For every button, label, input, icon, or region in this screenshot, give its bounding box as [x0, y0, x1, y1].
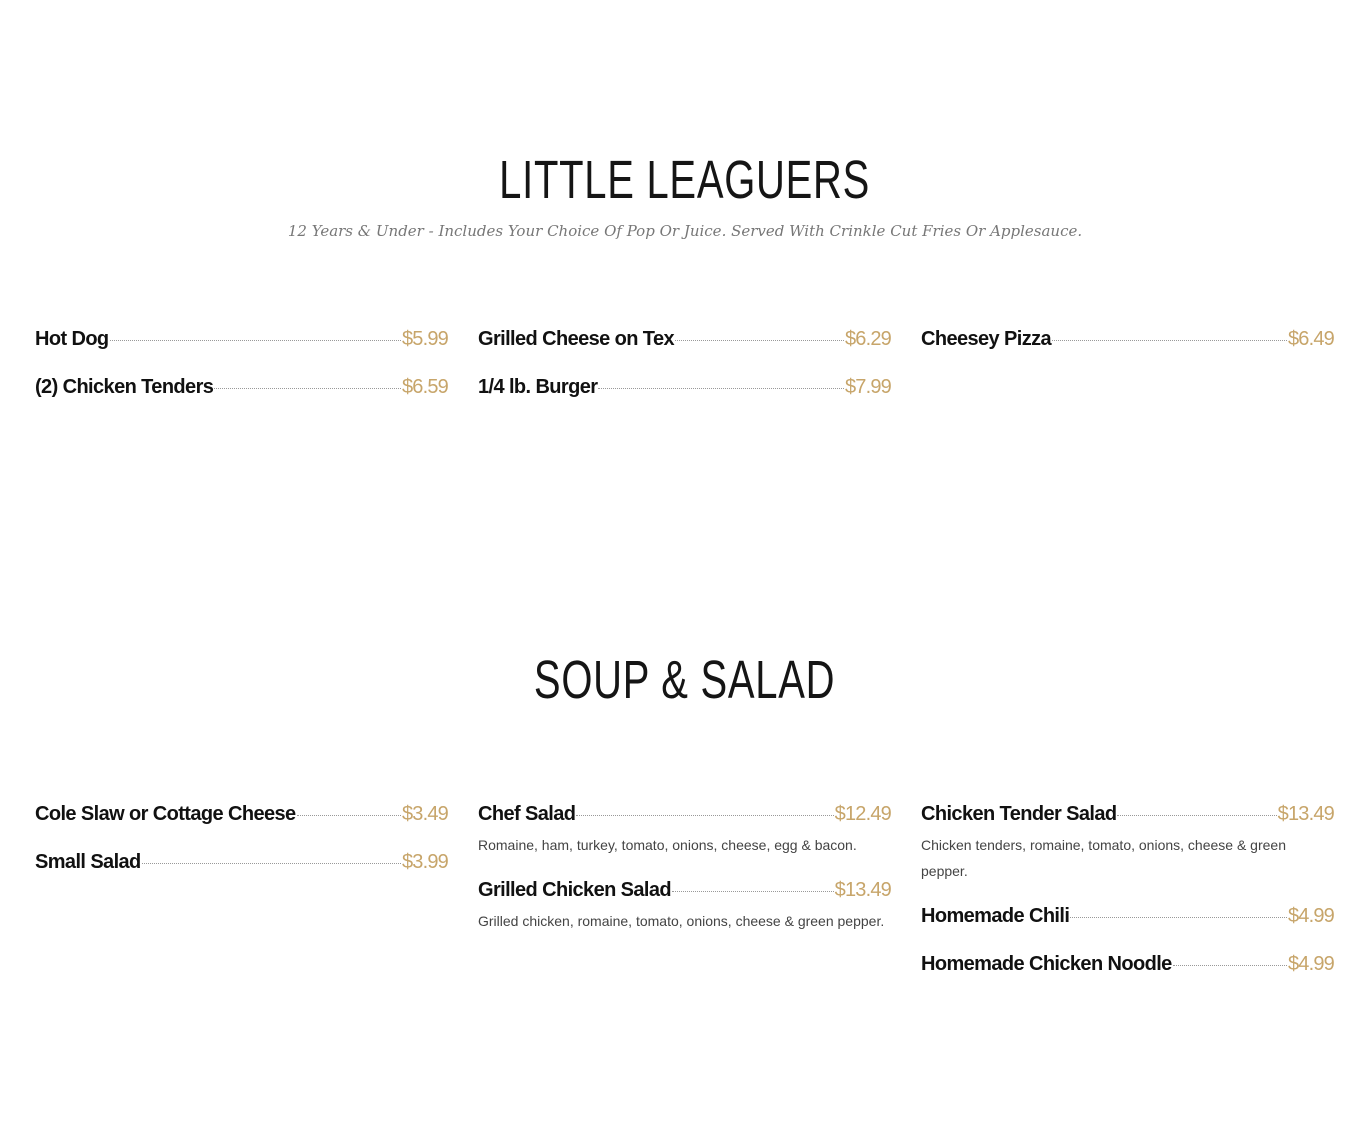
- menu-item: (2) Chicken Tenders $6.59: [35, 376, 449, 403]
- menu-item: 1/4 lb. Burger $7.99: [478, 376, 892, 403]
- menu-item: Grilled Chicken Salad $13.49 Grilled chick…: [478, 879, 892, 934]
- menu-item: Small Salad $3.99: [35, 851, 449, 878]
- menu-item-row: Chef Salad $12.49: [478, 803, 892, 830]
- dotted-leader: [1117, 815, 1277, 816]
- item-price: $13.49: [834, 879, 892, 901]
- dotted-leader: [1070, 917, 1287, 918]
- menu-column: Cheesey Pizza $6.49: [921, 328, 1335, 424]
- menu-item-row: Cheesey Pizza $6.49: [921, 328, 1335, 355]
- menu-item-row: Hot Dog $5.99: [35, 328, 449, 355]
- dotted-leader: [674, 340, 844, 341]
- item-price: $4.99: [1287, 905, 1335, 927]
- item-price: $4.99: [1287, 953, 1335, 975]
- item-price: $3.49: [401, 803, 449, 825]
- dotted-leader: [598, 388, 844, 389]
- menu-items-little-leaguers: Hot Dog $5.99 (2) Chicken Tenders $6.59 Gril…: [35, 328, 1335, 424]
- item-price: $12.49: [834, 803, 892, 825]
- item-price: $3.99: [401, 851, 449, 873]
- menu-column: Chef Salad $12.49 Romaine, ham, turkey, to…: [478, 803, 892, 1001]
- menu-item: Cheesey Pizza $6.49: [921, 328, 1335, 355]
- menu-item-row: Cole Slaw or Cottage Cheese $3.49: [35, 803, 449, 830]
- item-name: Hot Dog: [35, 328, 109, 350]
- dotted-leader: [141, 863, 401, 864]
- item-description: Romaine, ham, turkey, tomato, onions, ch…: [478, 837, 857, 853]
- menu-item-row: Chicken Tender Salad $13.49: [921, 803, 1335, 830]
- menu-column: Cole Slaw or Cottage Cheese $3.49 Small Sa…: [35, 803, 449, 1001]
- menu-item-row: Homemade Chicken Noodle $4.99: [921, 953, 1335, 980]
- item-name: Chef Salad: [478, 803, 576, 825]
- menu-item: Chicken Tender Salad $13.49 Chicken tender…: [921, 803, 1335, 884]
- item-price: $6.49: [1287, 328, 1335, 350]
- menu-column: Chicken Tender Salad $13.49 Chicken tender…: [921, 803, 1335, 1001]
- menu-item: Cole Slaw or Cottage Cheese $3.49: [35, 803, 449, 830]
- item-price: $5.99: [401, 328, 449, 350]
- item-price: $6.59: [401, 376, 449, 398]
- menu-item: Chef Salad $12.49 Romaine, ham, turkey, to…: [478, 803, 892, 858]
- menu-item: Homemade Chili $4.99: [921, 905, 1335, 932]
- section-soup-salad: SOUP & SALAD: [0, 650, 1370, 710]
- item-name: 1/4 lb. Burger: [478, 376, 598, 398]
- dotted-leader: [109, 340, 401, 341]
- item-name: Grilled Chicken Salad: [478, 879, 672, 901]
- menu-items-soup-salad: Cole Slaw or Cottage Cheese $3.49 Small Sa…: [35, 803, 1335, 1001]
- menu-item-row: Homemade Chili $4.99: [921, 905, 1335, 932]
- item-price: $6.29: [844, 328, 892, 350]
- item-name: Cheesey Pizza: [921, 328, 1052, 350]
- item-description: Grilled chicken, romaine, tomato, onions…: [478, 913, 885, 929]
- item-name: Chicken Tender Salad: [921, 803, 1117, 825]
- menu-item: Grilled Cheese on Tex $6.29: [478, 328, 892, 355]
- menu-column: Hot Dog $5.99 (2) Chicken Tenders $6.59: [35, 328, 449, 424]
- section-title: LITTLE LEAGUERS: [499, 150, 871, 210]
- item-name: Grilled Cheese on Tex: [478, 328, 675, 350]
- menu-item-row: (2) Chicken Tenders $6.59: [35, 376, 449, 403]
- menu-item: Homemade Chicken Noodle $4.99: [921, 953, 1335, 980]
- item-price: $13.49: [1277, 803, 1335, 825]
- dotted-leader: [1172, 965, 1287, 966]
- item-price: $7.99: [844, 376, 892, 398]
- item-name: Cole Slaw or Cottage Cheese: [35, 803, 296, 825]
- dotted-leader: [576, 815, 834, 816]
- dotted-leader: [1052, 340, 1287, 341]
- item-name: Homemade Chicken Noodle: [921, 953, 1172, 975]
- menu-item-row: Grilled Cheese on Tex $6.29: [478, 328, 892, 355]
- section-subtitle: 12 Years & Under - Includes Your Choice …: [287, 222, 1083, 240]
- menu-item-row: Small Salad $3.99: [35, 851, 449, 878]
- menu-item: Hot Dog $5.99: [35, 328, 449, 355]
- section-little-leaguers: LITTLE LEAGUERS 12 Years & Under - Inclu…: [0, 150, 1370, 240]
- section-title: SOUP & SALAD: [534, 650, 836, 710]
- dotted-leader: [214, 388, 401, 389]
- dotted-leader: [672, 891, 834, 892]
- menu-column: Grilled Cheese on Tex $6.29 1/4 lb. Burger…: [478, 328, 892, 424]
- item-name: Homemade Chili: [921, 905, 1070, 927]
- item-name: (2) Chicken Tenders: [35, 376, 214, 398]
- dotted-leader: [296, 815, 401, 816]
- item-name: Small Salad: [35, 851, 141, 873]
- menu-item-row: Grilled Chicken Salad $13.49: [478, 879, 892, 906]
- item-description: Chicken tenders, romaine, tomato, onions…: [921, 837, 1286, 879]
- menu-item-row: 1/4 lb. Burger $7.99: [478, 376, 892, 403]
